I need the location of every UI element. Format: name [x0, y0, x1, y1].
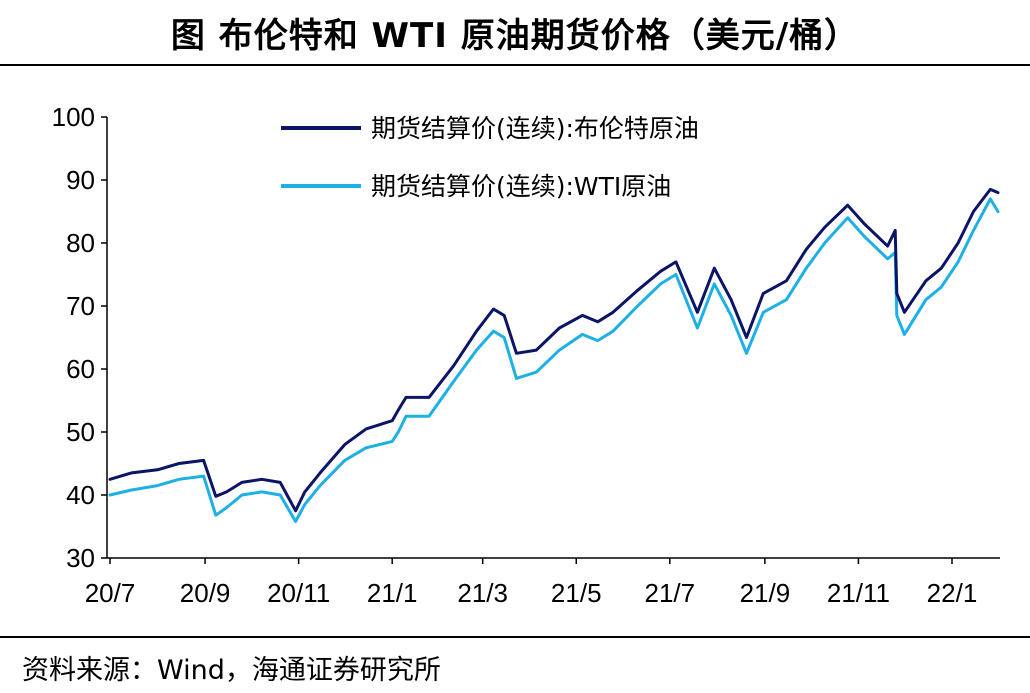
y-tick-label: 80 — [66, 228, 95, 258]
series-layer — [108, 187, 1000, 523]
x-tick-label: 22/1 — [927, 578, 978, 608]
y-tick-label: 100 — [52, 102, 95, 132]
legend-label-brent: 期货结算价(连续):布伦特原油 — [371, 114, 699, 143]
x-tick-label: 21/1 — [367, 578, 418, 608]
source-rule — [0, 636, 1030, 638]
x-tick-label: 21/9 — [740, 578, 791, 608]
title-rule — [0, 64, 1030, 66]
x-tick-label: 21/11 — [827, 578, 890, 608]
source-note: 资料来源：Wind，海通证券研究所 — [22, 655, 441, 686]
x-tick-label: 20/7 — [85, 578, 136, 608]
y-tick-label: 40 — [66, 480, 95, 510]
y-tick-label: 30 — [66, 543, 95, 573]
legend-label-wti: 期货结算价(连续):WTI原油 — [371, 172, 671, 201]
chart-title: 图 布伦特和 WTI 原油期货价格（美元/桶） — [170, 16, 860, 56]
x-tick-label: 21/5 — [551, 578, 602, 608]
chart-axes: 30 40 50 60 70 80 90 100 20/7 20/9 20/11 21/1 21/3 21… — [52, 102, 1000, 608]
x-tick-label: 21/3 — [457, 578, 508, 608]
y-tick-label: 70 — [66, 291, 95, 321]
x-tick-label: 20/9 — [180, 578, 231, 608]
x-tick-label: 21/7 — [644, 578, 695, 608]
series-line-wti — [108, 197, 1000, 523]
y-tick-label: 50 — [66, 417, 95, 447]
y-tick-label: 60 — [66, 354, 95, 384]
y-tick-label: 90 — [66, 165, 95, 195]
x-tick-label: 20/11 — [267, 578, 330, 608]
series-line-brent — [108, 187, 1000, 513]
